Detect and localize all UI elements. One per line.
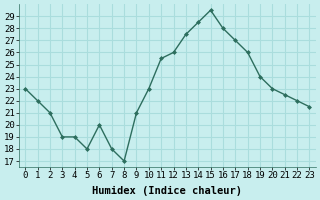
X-axis label: Humidex (Indice chaleur): Humidex (Indice chaleur) [92, 186, 242, 196]
